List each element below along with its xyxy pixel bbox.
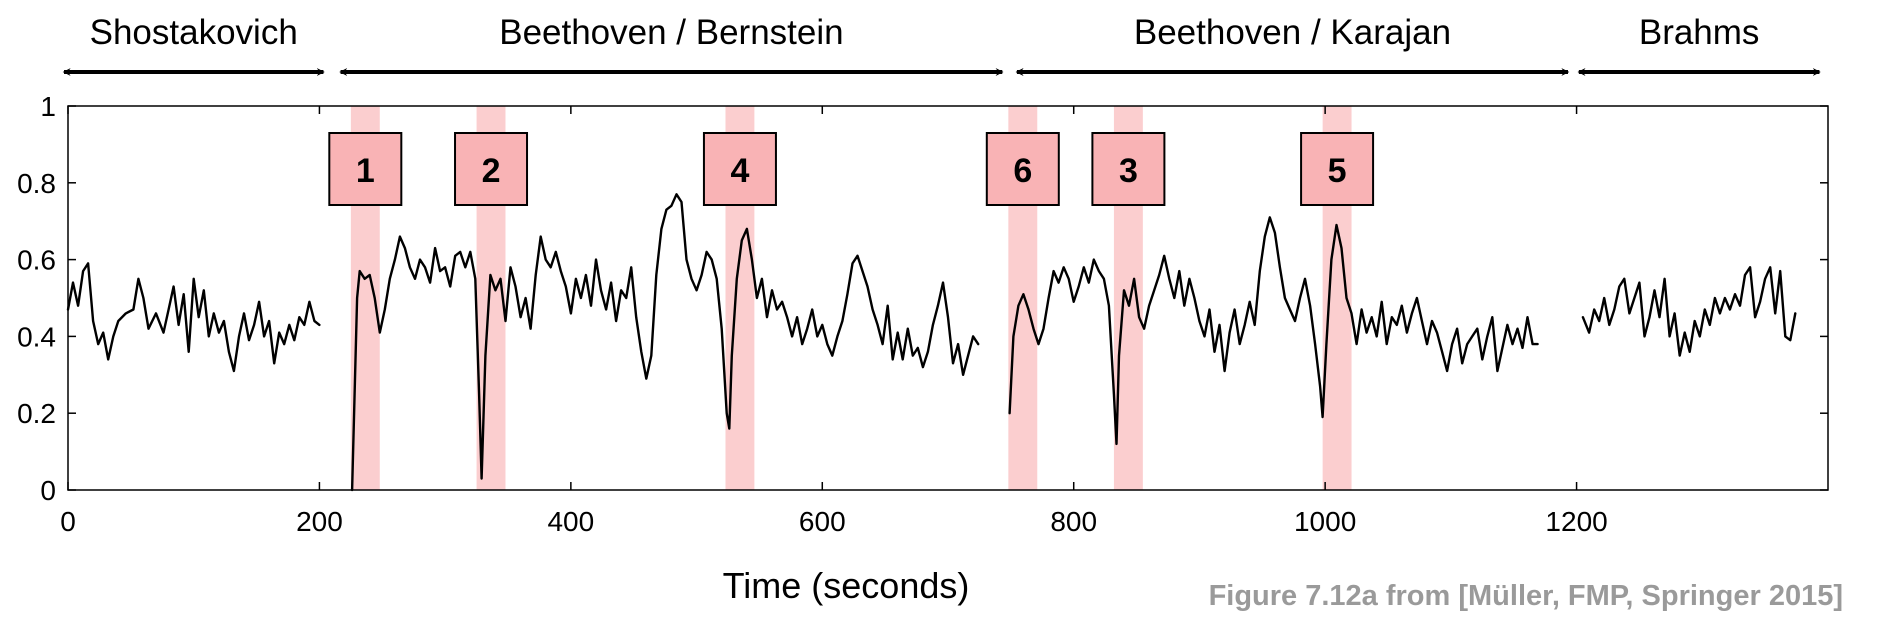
- series-line-segment: [350, 193, 980, 492]
- highlight-label-box-4: [702, 132, 777, 206]
- highlight-label-box-2: [454, 132, 529, 206]
- highlight-labels: 1 2 4 6 3 5: [328, 132, 1375, 206]
- x-tick-label: 600: [799, 506, 846, 537]
- series-line-segment: [1581, 266, 1797, 357]
- x-tick-label: 200: [296, 506, 343, 537]
- axis-ticks: 0 200 400 600 800 1000 1200 0 0.2 0.4 0.6 0.8 1: [17, 91, 1828, 537]
- highlight-label-text: 5: [1328, 152, 1347, 190]
- data-series: [66, 193, 1797, 492]
- highlight-label-text: 4: [730, 152, 749, 190]
- x-tick-label: 1000: [1294, 506, 1356, 537]
- series-line-segment: [66, 262, 321, 373]
- section-annotations: Shostakovich Beethoven / Bernstein Beethov…: [62, 13, 1821, 76]
- y-tick-label: 0.4: [17, 321, 56, 352]
- x-tick-label: 0: [60, 506, 76, 537]
- y-tick-label: 0.2: [17, 398, 56, 429]
- x-tick-label: 400: [547, 506, 594, 537]
- section-label: Beethoven / Bernstein: [499, 13, 843, 52]
- x-tick-label: 1200: [1545, 506, 1607, 537]
- highlight-label-text: 1: [356, 152, 375, 190]
- highlight-label-text: 6: [1013, 152, 1032, 190]
- highlight-label-box-5: [1300, 132, 1375, 206]
- y-tick-label: 0: [40, 475, 56, 506]
- figure-credit: Figure 7.12a from [Müller, FMP, Springer…: [1208, 580, 1843, 612]
- y-tick-label: 0.8: [17, 168, 56, 199]
- x-axis-label: Time (seconds): [723, 565, 970, 606]
- x-tick-label: 800: [1050, 506, 1097, 537]
- plot-frame: [67, 105, 1829, 491]
- section-label: Brahms: [1639, 13, 1760, 52]
- y-tick-label: 0.6: [17, 245, 56, 276]
- highlight-label-box-6: [985, 132, 1060, 206]
- highlight-label-box-3: [1091, 132, 1166, 206]
- series-line-segment: [1008, 216, 1539, 446]
- y-tick-label: 1: [40, 91, 56, 122]
- section-label: Beethoven / Karajan: [1134, 13, 1451, 52]
- highlight-label-box-1: [328, 132, 403, 206]
- section-label: Shostakovich: [90, 13, 298, 52]
- highlight-label-text: 2: [482, 152, 501, 190]
- highlight-label-text: 3: [1119, 152, 1138, 190]
